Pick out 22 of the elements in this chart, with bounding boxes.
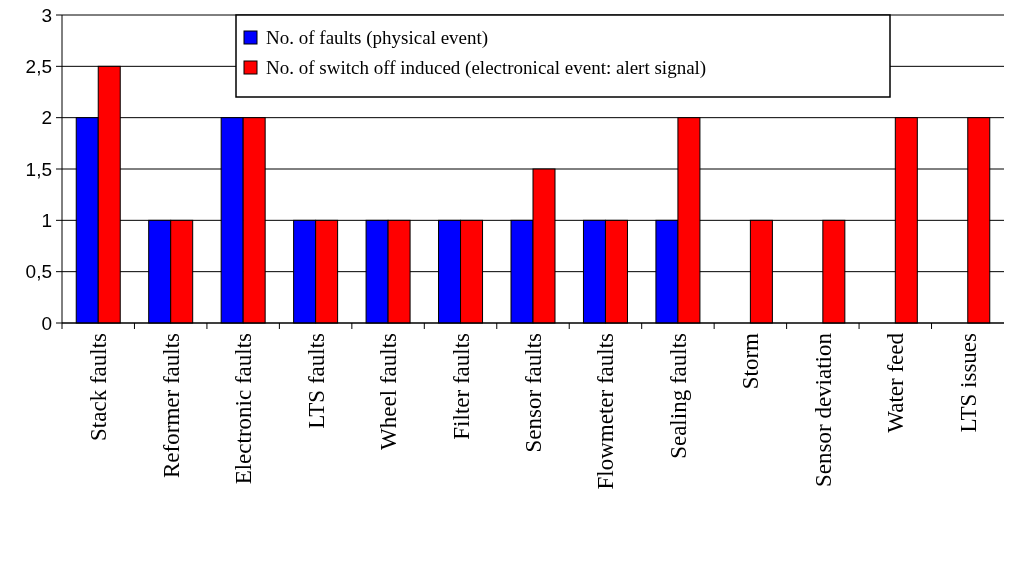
x-tick-label: Filter faults [448,332,474,440]
x-tick-label: Sealing faults [665,332,691,459]
x-tick-label: LTS faults [303,332,329,429]
legend-label: No. of switch off induced (electronical event: alert signal) [266,56,707,79]
x-tick-label: Flowmeter faults [593,332,619,490]
y-tick-label: 1 [41,209,52,231]
legend-label: No. of faults (physical event) [266,26,489,49]
y-tick-label: 0 [41,312,52,334]
y-tick-label: 1,5 [25,158,52,180]
x-tick-label: Sensor deviation [810,332,836,487]
x-tick-label: Reformer faults [158,332,184,478]
y-tick-label: 0,5 [25,261,52,283]
x-tick-label: Stack faults [86,332,112,441]
x-tick-label: Wheel faults [376,332,402,450]
y-tick-label: 3 [41,4,52,26]
x-tick-label: LTS issues [955,332,981,433]
x-tick-label: Storm [738,332,764,390]
y-tick-label: 2,5 [25,55,52,77]
x-tick-label: Water feed [883,332,909,433]
x-tick-label: Sensor faults [521,332,546,453]
x-tick-label: Electronic faults [231,332,257,485]
y-tick-label: 2 [41,107,52,129]
